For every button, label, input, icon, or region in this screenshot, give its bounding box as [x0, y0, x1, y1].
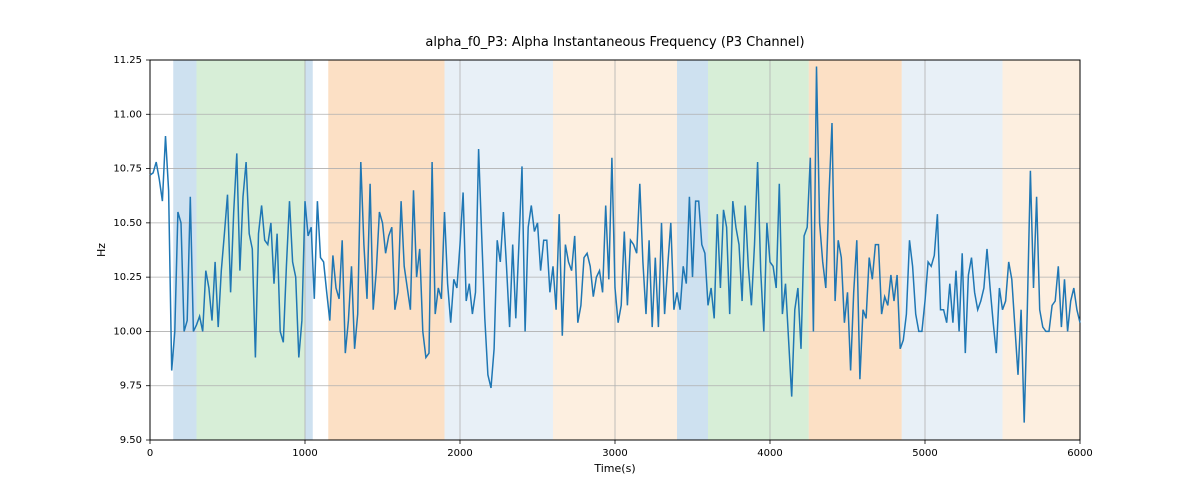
- x-axis-label: Time(s): [593, 462, 635, 475]
- y-tick-label: 10.00: [113, 326, 142, 337]
- shaded-regions: [173, 60, 1080, 440]
- x-tick-label: 4000: [757, 448, 782, 459]
- x-tick-label: 2000: [447, 448, 472, 459]
- y-tick-label: 9.75: [120, 381, 142, 392]
- shaded-region: [197, 60, 306, 440]
- y-tick-label: 10.50: [113, 218, 142, 229]
- y-tick-label: 11.00: [113, 109, 142, 120]
- x-tick-label: 6000: [1067, 448, 1092, 459]
- y-tick-label: 10.25: [113, 272, 142, 283]
- y-tick-label: 9.50: [120, 435, 142, 446]
- y-tick-label: 11.25: [113, 55, 142, 66]
- x-tick-label: 5000: [912, 448, 937, 459]
- alpha-frequency-chart: 0 1000 2000 3000 4000 5000 6000 9.50 9.75 10.00 1…: [0, 0, 1200, 500]
- x-tick-label: 1000: [292, 448, 317, 459]
- chart-container: 0 1000 2000 3000 4000 5000 6000 9.50 9.75 10.00 1…: [0, 0, 1200, 500]
- x-tick-label: 0: [147, 448, 153, 459]
- chart-title: alpha_f0_P3: Alpha Instantaneous Frequen…: [425, 35, 804, 50]
- shaded-region: [1003, 60, 1081, 440]
- shaded-region: [809, 60, 902, 440]
- y-axis-label: Hz: [95, 243, 108, 257]
- x-tick-label: 3000: [602, 448, 627, 459]
- shaded-region: [708, 60, 809, 440]
- y-tick-label: 10.75: [113, 164, 142, 175]
